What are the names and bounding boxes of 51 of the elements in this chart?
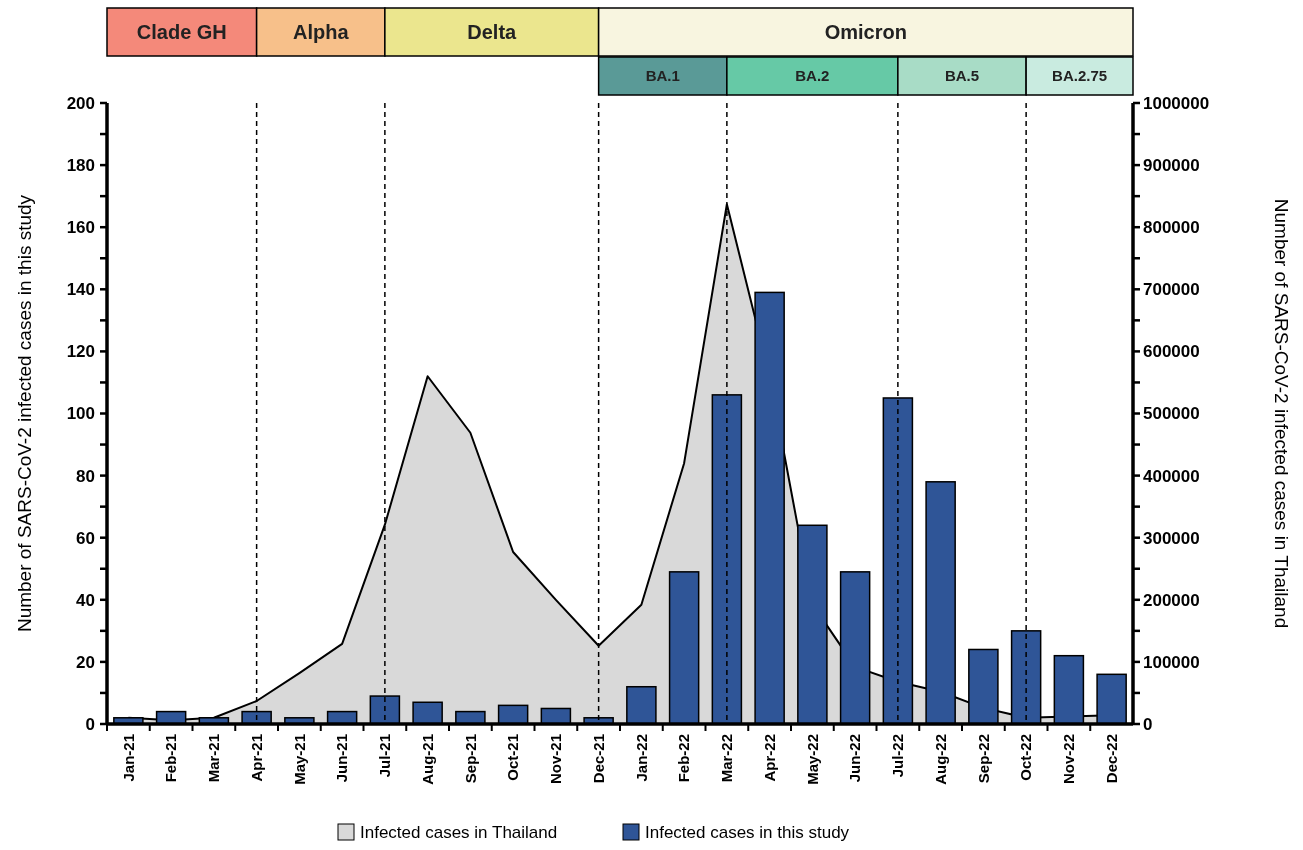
y-tick-label: 120 [66,342,95,362]
x-tick-label: Nov-22 [1060,734,1078,785]
legend-label: Infected cases in Thailand [360,822,558,842]
y2-tick-label: 500000 [1143,404,1200,424]
x-tick-label: Apr-22 [760,734,778,782]
x-tick-label: Jan-21 [119,734,137,782]
x-tick-label: Aug-21 [418,734,436,785]
legend-label: Infected cases in this study [645,822,850,842]
y-tick-label: 0 [85,714,95,734]
x-tick-label: Oct-22 [1017,734,1035,781]
y2-axis-title: Number of SARS-CoV-2 infected cases in Thailand [1271,198,1293,629]
x-tick-label: Jul-21 [376,734,394,778]
x-tick-label: Sep-21 [461,734,479,784]
y-tick-label: 80 [76,466,95,486]
y-tick-label: 180 [66,156,95,176]
variant-period-header: Clade GH Alpha Delta Omicron BA.1 BA.2 BA.5 BA.2.75 [106,7,1134,96]
y-tick-label: 140 [66,280,95,300]
x-tick-label: Jun-22 [846,734,864,783]
x-tick-label: May-22 [803,734,821,785]
y2-tick-label: 200000 [1143,590,1200,610]
y-tick-label: 40 [76,590,95,610]
y-tick-label: 160 [66,218,95,238]
y2-tick-label: 1000000 [1143,93,1210,113]
y2-tick-label: 400000 [1143,466,1200,486]
y-tick-label: 60 [76,528,95,548]
x-tick-label: Sep-22 [974,734,992,784]
x-tick-label: Jun-21 [333,734,351,783]
y2-tick-label: 900000 [1143,156,1200,176]
y2-tick-label: 300000 [1143,528,1200,548]
y2-tick-label: 800000 [1143,218,1200,238]
x-tick-label: Nov-21 [547,734,565,785]
y2-tick-label: 100000 [1143,652,1200,672]
x-tick-label: Feb-22 [675,734,693,783]
y-axis-title: Number of SARS-CoV-2 infected cases in this study [13,194,35,633]
y2-tick-label: 700000 [1143,280,1200,300]
x-tick-label: Jan-22 [632,734,650,782]
x-tick-label: Oct-21 [504,734,522,781]
y-tick-label: 20 [76,652,95,672]
y-tick-label: 100 [66,404,95,424]
y2-tick-label: 600000 [1143,342,1200,362]
y-tick-label: 200 [66,93,95,113]
x-tick-label: May-21 [290,734,308,785]
x-tick-label: Feb-21 [162,734,180,783]
x-tick-label: Mar-21 [205,734,223,783]
x-tick-label: Dec-22 [1102,734,1120,784]
x-tick-label: Dec-21 [589,734,607,784]
x-tick-label: Jul-22 [889,734,907,778]
x-tick-label: Apr-21 [247,734,265,782]
x-tick-label: Mar-22 [718,734,736,783]
y2-tick-label: 0 [1143,714,1153,734]
x-tick-label: Aug-22 [931,734,949,785]
